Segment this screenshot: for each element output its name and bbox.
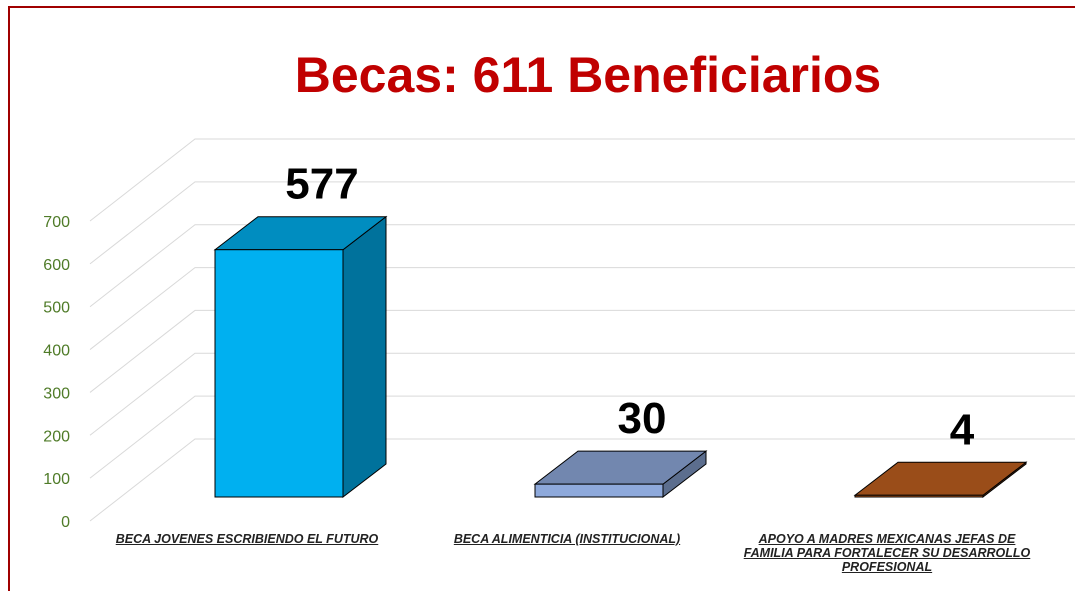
grid-line [89, 224, 1075, 308]
bar-top [853, 461, 1028, 496]
grid-line [89, 395, 1075, 479]
x-tick-label: BECA ALIMENTICIA (INSTITUCIONAL) [453, 532, 681, 546]
bar [534, 483, 664, 498]
y-tick-label: 0 [61, 514, 70, 531]
y-tick-label: 700 [43, 214, 70, 231]
frame [8, 6, 1075, 591]
grid-line [89, 181, 1075, 265]
grid-line [89, 309, 1075, 393]
y-tick-label: 400 [43, 343, 70, 360]
y-tick-label: 300 [43, 385, 70, 402]
bar-side [342, 215, 387, 499]
grid-line [89, 352, 1075, 436]
bar [854, 494, 984, 498]
x-tick-label: BECA JOVENES ESCRIBIENDO EL FUTURO [115, 532, 379, 546]
y-tick-label: 200 [43, 428, 70, 445]
grid-line [89, 438, 1075, 522]
y-tick-label: 100 [43, 471, 70, 488]
value-label: 30 [618, 394, 667, 443]
value-label: 577 [285, 160, 358, 209]
chart-title: Becas: 611 Beneficiarios [295, 47, 881, 103]
x-tick-label: APOYO A MADRES MEXICANAS JEFAS DE FAMILI… [743, 532, 1031, 574]
grid-line [89, 138, 1075, 222]
y-tick-label: 600 [43, 257, 70, 274]
y-tick-label: 500 [43, 300, 70, 317]
bar [214, 249, 344, 498]
value-label: 4 [950, 405, 975, 454]
grid-line [89, 267, 1075, 350]
